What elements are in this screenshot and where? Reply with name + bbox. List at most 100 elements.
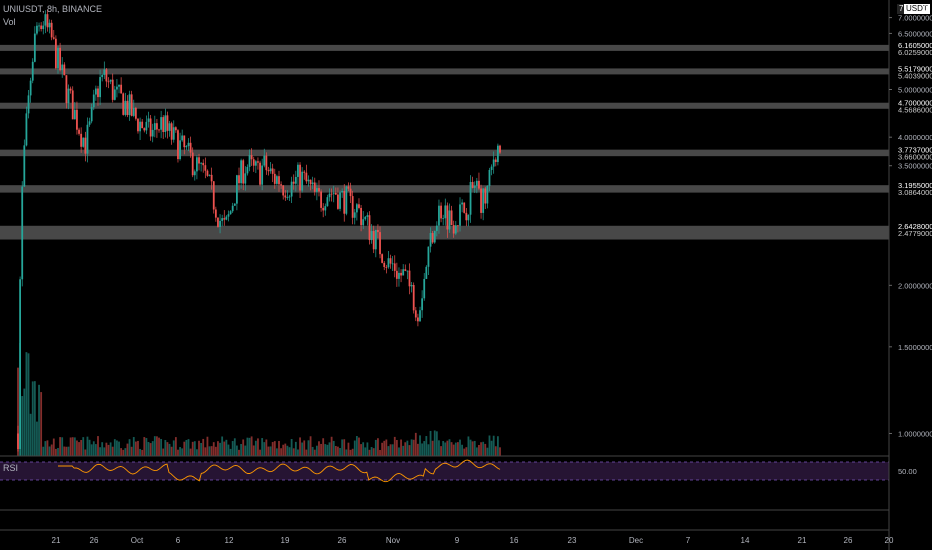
volume-bar (427, 444, 430, 456)
candle-body (393, 263, 396, 271)
volume-bar (225, 439, 228, 456)
volume-bar (126, 443, 129, 456)
candle-body (259, 162, 261, 185)
candle-body (139, 121, 141, 132)
candle-body (454, 225, 457, 234)
candle-body (271, 168, 274, 174)
candle-body (202, 162, 205, 166)
zone-band (0, 68, 889, 75)
candle-body (467, 214, 470, 221)
candle-body (484, 188, 487, 204)
volume-bar (303, 440, 306, 456)
volume-bar (448, 439, 451, 456)
time-tick-label: 21 (798, 536, 807, 545)
volume-bar (423, 441, 426, 456)
time-tick-label: 7 (686, 536, 691, 545)
volume-bar (391, 444, 394, 456)
candle-body (366, 215, 369, 217)
volume-bar (40, 392, 43, 456)
volume-bar (164, 440, 167, 456)
candle-body (69, 88, 72, 91)
candle-body (181, 135, 184, 141)
candle-body (473, 185, 476, 188)
volume-bar (156, 436, 158, 456)
volume-bar (349, 449, 352, 456)
candle-body (339, 192, 341, 209)
candle-body (82, 137, 85, 147)
candle-body (52, 37, 55, 39)
volume-bar (261, 438, 264, 456)
volume-bar (410, 439, 413, 456)
candle-body (189, 142, 192, 153)
volume-bar (240, 444, 243, 456)
rsi-pane (0, 459, 889, 483)
volume-bar (25, 352, 28, 456)
volume-bar (29, 413, 32, 456)
candle-body (250, 155, 253, 160)
volume-bar (196, 449, 198, 456)
volume-bar (143, 437, 146, 456)
candle-body (345, 186, 348, 214)
candle-body (137, 118, 139, 132)
volume-bar (204, 447, 207, 456)
candle-body (267, 170, 270, 172)
candle-body (204, 165, 207, 171)
volume-bar (278, 440, 280, 456)
candle-body (170, 123, 173, 140)
volume-bar (257, 438, 259, 456)
candle-body (353, 212, 356, 218)
volume-bar (412, 439, 415, 456)
volume-bar (433, 430, 436, 456)
candle-body (496, 145, 499, 163)
volume-bar (177, 449, 179, 456)
candle-body (208, 174, 211, 176)
volume-bar (191, 441, 194, 456)
zone-label: 6.16050000 (898, 41, 932, 50)
candle-body (351, 196, 354, 218)
volume-bar (473, 440, 476, 456)
candle-body (143, 128, 146, 131)
price-tick-label: 5.00000000 (898, 85, 932, 94)
volume-bar (208, 446, 211, 456)
candle-body (448, 210, 451, 230)
candle-body (166, 115, 169, 131)
volume-bar (393, 436, 396, 456)
volume-bar (465, 447, 468, 456)
candle-body (307, 179, 310, 182)
volume-bar (170, 446, 173, 456)
volume-bar (488, 435, 491, 456)
candle-body (343, 191, 346, 214)
volume-bar (128, 439, 131, 456)
volume-bar (223, 441, 226, 456)
volume-bar (219, 442, 221, 456)
price-tick-label: 7.00000000 (898, 14, 932, 23)
candle-body (494, 159, 497, 163)
candle-body (364, 216, 367, 220)
volume-bar (94, 444, 97, 456)
candle-body (444, 205, 447, 219)
candle-body (294, 176, 297, 184)
volume-bar (381, 442, 384, 456)
candle-body (164, 115, 167, 132)
candle-body (116, 86, 118, 90)
volume-bar (44, 441, 47, 456)
candle-body (324, 206, 327, 211)
volume-bar (166, 442, 169, 456)
candle-body (469, 181, 472, 215)
time-tick-label: Nov (386, 536, 400, 545)
volume-bar (305, 449, 308, 456)
volume-bar (494, 446, 497, 456)
volume-bar (309, 436, 312, 456)
volume-bar (414, 432, 417, 456)
volume-bar (124, 448, 127, 456)
candle-body (191, 152, 194, 176)
zone-band (0, 149, 889, 157)
candle-body (417, 317, 419, 322)
volume-bar (202, 438, 205, 456)
volume-bar (343, 439, 346, 456)
candle-body (263, 155, 266, 166)
candle-body (160, 117, 163, 130)
volume-bar (69, 437, 72, 456)
zone-band (0, 102, 889, 109)
